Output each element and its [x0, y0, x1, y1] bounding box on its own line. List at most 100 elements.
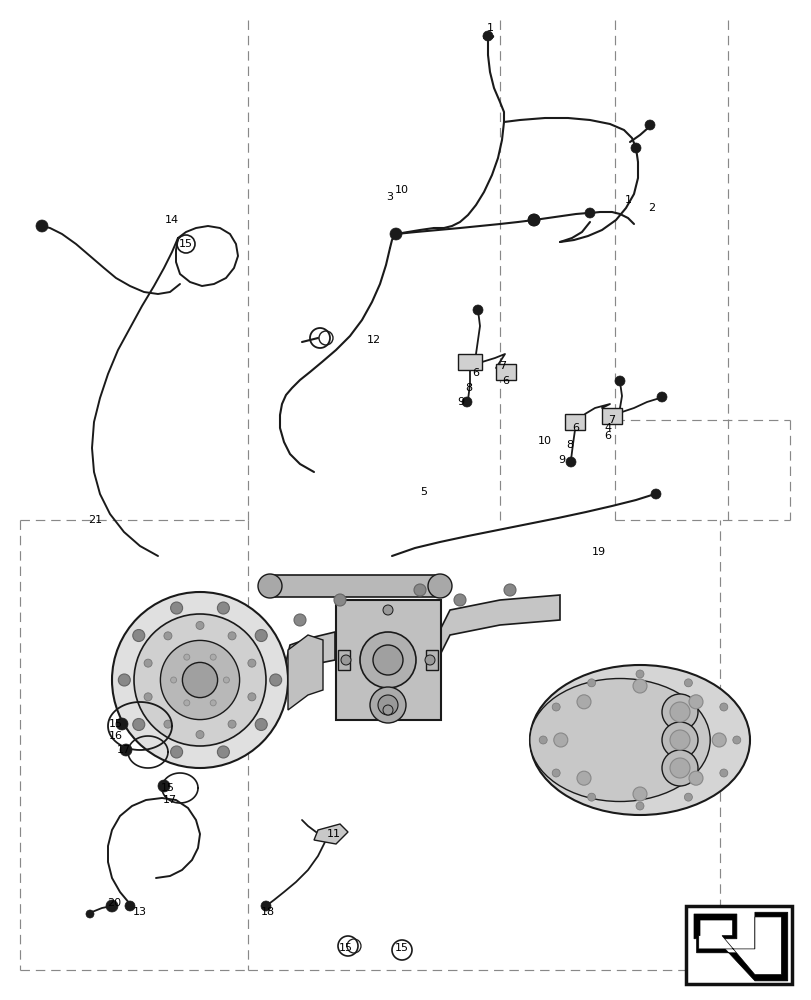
Bar	[426, 650, 437, 670]
Text: 15: 15	[394, 943, 409, 953]
Circle shape	[689, 771, 702, 785]
Circle shape	[669, 702, 689, 722]
Text: 6: 6	[502, 376, 508, 386]
Circle shape	[453, 594, 466, 606]
Circle shape	[711, 733, 725, 747]
Polygon shape	[288, 635, 323, 710]
Circle shape	[551, 703, 560, 711]
Ellipse shape	[530, 665, 749, 815]
Circle shape	[195, 621, 204, 629]
Text: 2: 2	[648, 203, 654, 213]
Circle shape	[144, 659, 152, 667]
Polygon shape	[440, 595, 560, 655]
Circle shape	[217, 746, 229, 758]
Circle shape	[684, 679, 692, 687]
Circle shape	[661, 694, 697, 730]
Circle shape	[170, 602, 182, 614]
Bar	[601, 408, 621, 424]
Circle shape	[527, 214, 539, 226]
Circle shape	[144, 693, 152, 701]
Circle shape	[719, 769, 727, 777]
Circle shape	[269, 674, 281, 686]
Circle shape	[247, 693, 255, 701]
Circle shape	[341, 655, 350, 665]
Circle shape	[504, 584, 515, 596]
Bar	[457, 354, 482, 370]
Circle shape	[635, 802, 643, 810]
Circle shape	[633, 679, 646, 693]
Text: 10: 10	[394, 185, 409, 195]
Text: 17: 17	[117, 745, 131, 755]
Polygon shape	[693, 912, 787, 981]
Text: 9: 9	[457, 397, 464, 407]
Text: 7: 7	[607, 415, 615, 425]
Circle shape	[577, 771, 590, 785]
Circle shape	[389, 228, 401, 240]
Circle shape	[732, 736, 740, 744]
Circle shape	[669, 730, 689, 750]
Text: 14: 14	[165, 215, 179, 225]
Text: 21: 21	[88, 515, 102, 525]
Circle shape	[473, 305, 483, 315]
Circle shape	[333, 594, 345, 606]
Circle shape	[587, 793, 594, 801]
Circle shape	[158, 780, 169, 792]
Polygon shape	[314, 824, 348, 844]
Text: 17: 17	[163, 795, 177, 805]
Text: 19: 19	[591, 547, 605, 557]
Circle shape	[684, 793, 692, 801]
Text: 15: 15	[161, 783, 175, 793]
Circle shape	[359, 632, 415, 688]
Circle shape	[427, 574, 452, 598]
Circle shape	[633, 787, 646, 801]
Text: 4: 4	[603, 423, 611, 433]
Circle shape	[183, 654, 190, 660]
Circle shape	[483, 31, 492, 41]
Ellipse shape	[529, 678, 710, 802]
Bar	[496, 364, 515, 380]
Text: 6: 6	[472, 368, 479, 378]
Circle shape	[527, 214, 539, 226]
Circle shape	[719, 703, 727, 711]
Text: 11: 11	[327, 829, 341, 839]
Circle shape	[133, 630, 144, 642]
Text: 7: 7	[499, 361, 506, 371]
Text: 8: 8	[465, 383, 472, 393]
Circle shape	[383, 705, 393, 715]
Circle shape	[553, 733, 567, 747]
Text: 6: 6	[603, 431, 611, 441]
Circle shape	[258, 574, 281, 598]
Circle shape	[294, 614, 306, 626]
Circle shape	[424, 655, 435, 665]
Circle shape	[461, 397, 471, 407]
Circle shape	[255, 718, 267, 730]
Text: 15: 15	[338, 943, 353, 953]
Circle shape	[669, 758, 689, 778]
Circle shape	[86, 910, 94, 918]
Circle shape	[565, 457, 575, 467]
Circle shape	[587, 679, 594, 687]
Circle shape	[661, 750, 697, 786]
Polygon shape	[285, 632, 335, 694]
Circle shape	[183, 700, 190, 706]
Circle shape	[228, 632, 236, 640]
Circle shape	[650, 489, 660, 499]
Circle shape	[551, 769, 560, 777]
Circle shape	[210, 654, 216, 660]
Text: 18: 18	[260, 907, 275, 917]
Bar	[336, 600, 440, 720]
Text: 6: 6	[572, 423, 579, 433]
Text: 20: 20	[107, 898, 121, 908]
Bar	[564, 414, 584, 430]
Circle shape	[164, 720, 172, 728]
Bar	[270, 575, 440, 597]
Circle shape	[414, 584, 426, 596]
Circle shape	[118, 674, 130, 686]
Text: 12: 12	[367, 335, 380, 345]
Circle shape	[577, 695, 590, 709]
Circle shape	[36, 220, 48, 232]
Text: 13: 13	[133, 907, 147, 917]
Bar	[337, 650, 350, 670]
Circle shape	[134, 614, 266, 746]
Text: 1: 1	[624, 195, 631, 205]
